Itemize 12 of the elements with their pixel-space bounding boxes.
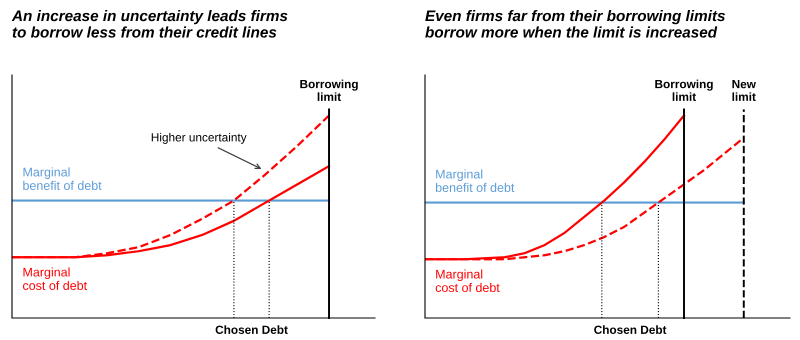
x-axis-title: Chosen Debt: [594, 325, 666, 334]
chart-title: An increase in uncertainty leads firms to borrow less from their credit lines: [12, 10, 288, 38]
series-label: Marginal cost of debt: [22, 267, 87, 290]
series-label: Marginal benefit of debt: [23, 167, 102, 190]
text: Higher uncertainty: [152, 132, 247, 144]
series-label: Marginal benefit of debt: [436, 169, 514, 192]
x-axis-title: Chosen Debt: [216, 325, 288, 334]
text: Borrowing limit: [655, 80, 713, 102]
chart-title: Even firms far from their borrowing limits borrow more when the limit is increased: [425, 10, 725, 38]
series-label: Marginal cost of debt: [436, 269, 500, 292]
text: Borrowing limit: [300, 80, 358, 102]
text: New limit: [732, 80, 756, 102]
